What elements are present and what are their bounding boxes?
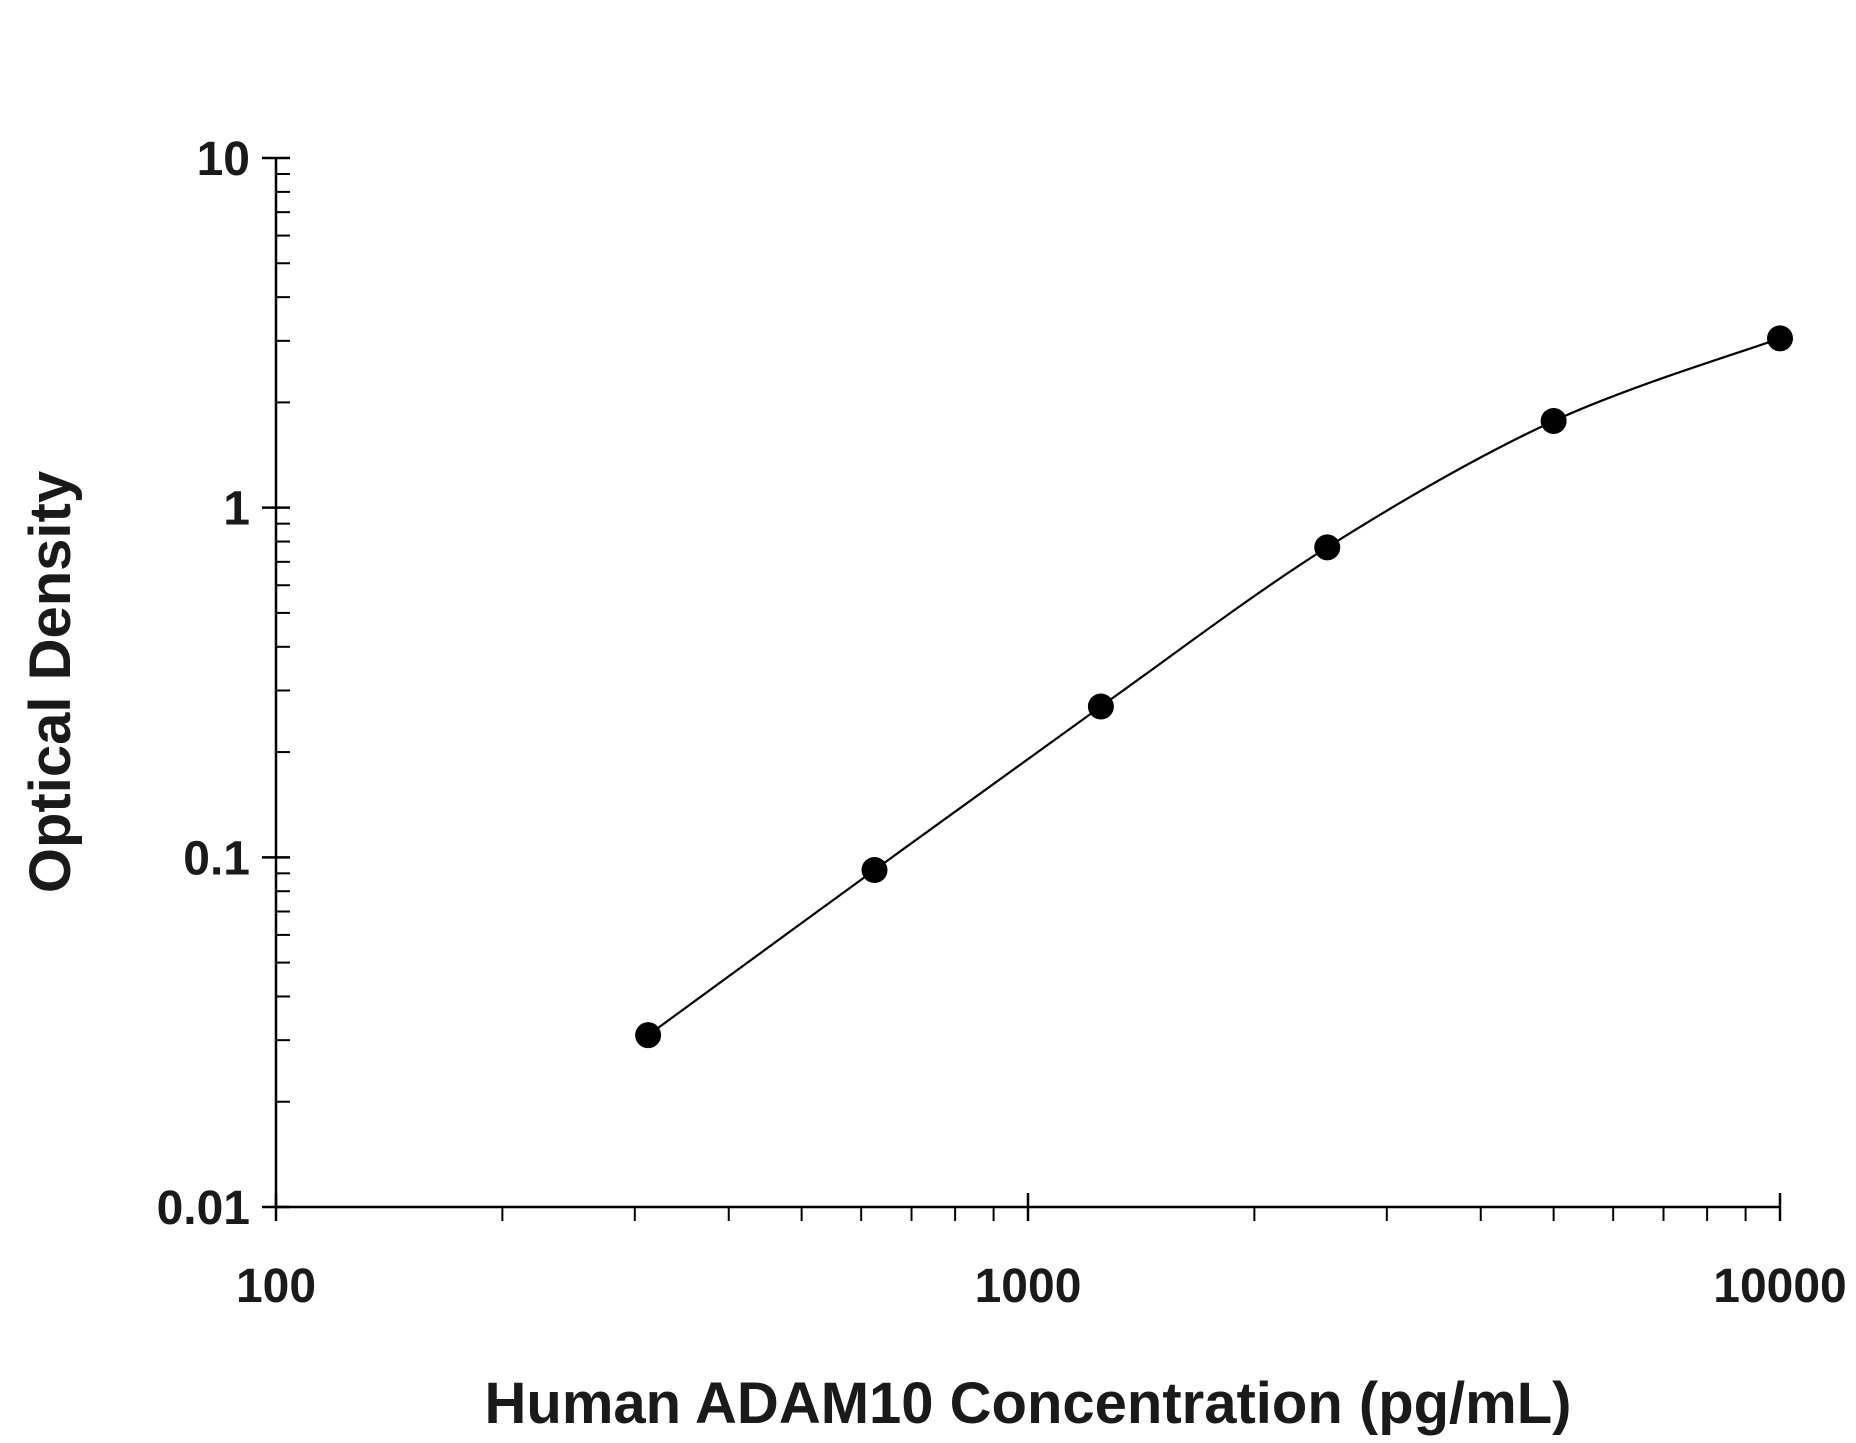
y-tick-labels: 0.01 0.1 1 10	[157, 133, 250, 1235]
y-tick-label: 0.01	[157, 1182, 250, 1235]
data-point	[635, 1022, 662, 1049]
y-tick-label: 0.1	[183, 832, 250, 885]
x-tick-label: 10000	[1713, 1260, 1846, 1313]
x-axis-title: Human ADAM10 Concentration (pg/mL)	[485, 1371, 1572, 1436]
fit-curve	[647, 337, 1781, 1037]
x-ticks	[274, 1193, 1782, 1221]
data-point	[1087, 693, 1114, 720]
x-tick-labels: 100 1000 10000	[236, 1260, 1847, 1313]
x-tick-label: 100	[236, 1260, 316, 1313]
data-points	[635, 325, 1793, 1049]
data-point	[1540, 407, 1567, 434]
y-ticks	[262, 156, 290, 1209]
data-point	[1314, 534, 1341, 561]
x-tick-label: 1000	[975, 1260, 1082, 1313]
data-point	[861, 856, 888, 883]
y-tick-label: 10	[197, 133, 250, 186]
y-axis-title: Optical Density	[18, 471, 83, 893]
axes	[274, 158, 1780, 1209]
data-point	[1767, 325, 1793, 352]
y-tick-label: 1	[223, 483, 250, 536]
